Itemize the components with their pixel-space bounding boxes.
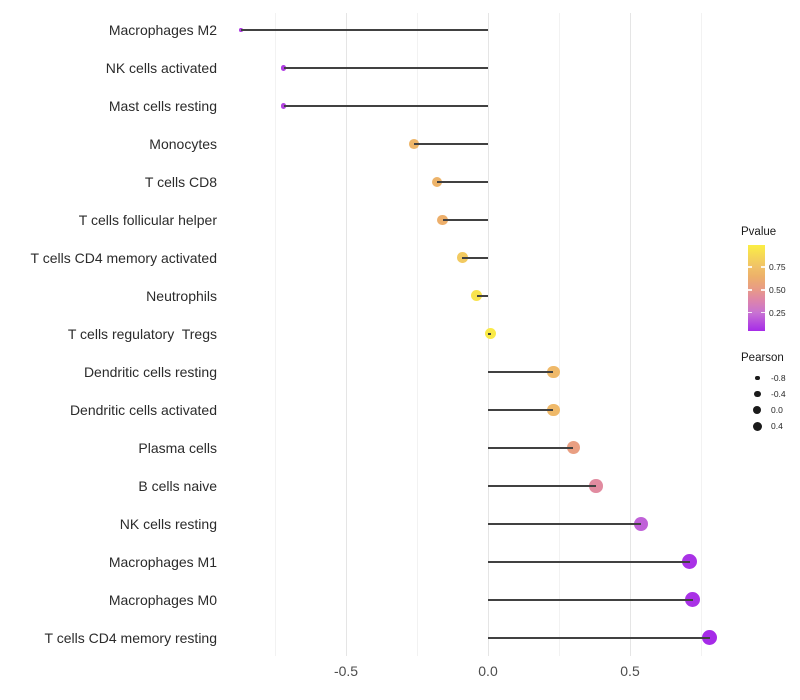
- pearson-legend-title: Pearson: [741, 352, 784, 364]
- size-legend-dot: [754, 390, 761, 398]
- row-label: Dendritic cells resting: [83, 363, 217, 380]
- row-label: T cells CD4 memory resting: [44, 629, 217, 646]
- lollipop-dot: [547, 403, 560, 417]
- row-label: Neutrophils: [146, 287, 217, 304]
- lollipop-stem: [414, 143, 488, 145]
- gradient-tick-mark: [761, 266, 765, 268]
- gradient-tick-label: 0.25: [769, 307, 786, 318]
- row-label: Monocytes: [149, 135, 217, 152]
- row-label: Macrophages M0: [108, 591, 217, 608]
- gradient-tick-mark: [748, 311, 752, 314]
- gridline-x-0.25: [559, 13, 560, 656]
- lollipop-dot: [566, 441, 580, 455]
- lollipop-dot: [547, 365, 560, 379]
- x-tick-label: 0.0: [478, 663, 498, 679]
- gradient-tick-label: 0.75: [769, 262, 786, 272]
- lollipop-stem: [488, 598, 693, 601]
- size-legend-dot: [755, 375, 760, 381]
- gridline-x--0.5: [346, 13, 347, 656]
- pvalue-gradient-bar: [748, 245, 765, 331]
- size-legend-label: 0.0: [771, 405, 783, 415]
- row-label: T cells CD4 memory activated: [30, 249, 217, 266]
- gridline-x--0.75: [275, 13, 276, 656]
- row-label: B cells naive: [138, 477, 217, 494]
- lollipop-stem: [283, 67, 488, 69]
- lollipop-stem: [476, 294, 488, 297]
- row-label: NK cells resting: [119, 515, 217, 532]
- lollipop-dot: [431, 176, 442, 187]
- gradient-tick-mark: [748, 266, 752, 268]
- gradient-tick-mark: [748, 289, 752, 291]
- row-label: Macrophages M1: [108, 553, 217, 570]
- gridline-x--0.25: [417, 13, 418, 656]
- lollipop-stem: [488, 446, 574, 449]
- row-label: NK cells activated: [105, 59, 217, 76]
- lollipop-dot: [409, 138, 419, 149]
- size-legend-dot: [753, 406, 762, 414]
- lollipop-dot: [682, 554, 698, 570]
- lollipop-stem: [240, 28, 488, 31]
- lollipop-dot: [701, 630, 718, 646]
- gridline-x-0.75: [701, 13, 702, 656]
- lollipop-stem: [436, 181, 488, 183]
- row-label: Macrophages M2: [108, 21, 217, 38]
- size-legend-dot: [752, 421, 762, 431]
- row-label: Mast cells resting: [108, 97, 217, 114]
- gradient-tick-mark: [761, 289, 765, 291]
- lollipop-stem: [488, 522, 642, 525]
- lollipop-stem: [488, 560, 690, 563]
- lollipop-stem: [488, 332, 491, 335]
- lollipop-stem: [488, 484, 596, 487]
- pvalue-legend-title: Pvalue: [741, 226, 777, 238]
- size-legend-label: -0.4: [771, 389, 786, 399]
- gridline-x-0.5: [630, 13, 631, 656]
- lollipop-dot: [589, 479, 603, 493]
- size-legend-label: -0.8: [771, 373, 786, 383]
- lollipop-dot: [437, 214, 448, 225]
- gradient-tick-mark: [761, 311, 765, 314]
- x-tick-label: -0.5: [333, 663, 359, 679]
- size-legend-label: 0.4: [771, 421, 783, 431]
- lollipop-stem: [488, 370, 554, 373]
- row-label: T cells CD8: [144, 173, 217, 190]
- x-tick-label: 0.5: [620, 663, 640, 679]
- gradient-tick-label: 0.50: [769, 284, 786, 295]
- lollipop-stem: [462, 256, 488, 259]
- row-label: T cells regulatory Tregs: [67, 325, 217, 342]
- row-label: T cells follicular helper: [78, 211, 217, 228]
- row-label: Dendritic cells activated: [69, 401, 217, 418]
- lollipop-stem: [488, 408, 554, 411]
- row-label: Plasma cells: [138, 439, 217, 456]
- lollipop-stem: [442, 219, 488, 221]
- lollipop-stem: [283, 105, 488, 107]
- lollipop-stem: [488, 636, 710, 639]
